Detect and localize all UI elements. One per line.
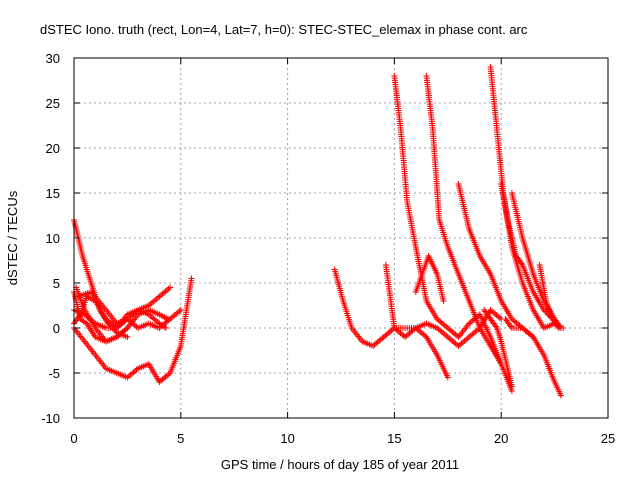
- x-tick-label: 20: [494, 431, 508, 446]
- data-point-plus: [124, 325, 131, 331]
- data-layer: [71, 64, 567, 399]
- data-series-15: [498, 181, 565, 331]
- data-point-plus: [508, 383, 515, 390]
- x-tick-label: 5: [177, 431, 184, 446]
- x-tick-label: 10: [280, 431, 294, 446]
- data-point-plus: [558, 392, 565, 399]
- data-point-plus: [444, 374, 451, 381]
- data-point-plus: [188, 275, 195, 282]
- data-series-13: [455, 181, 537, 340]
- y-tick-label: -10: [41, 411, 60, 426]
- y-axis-label: dSTEC / TECUs: [5, 190, 20, 285]
- data-series-5: [71, 289, 131, 345]
- data-point-plus: [498, 361, 505, 367]
- data-point-plus: [162, 325, 169, 331]
- data-point-plus: [124, 334, 131, 340]
- data-series-18: [481, 307, 515, 390]
- x-axis-label: GPS time / hours of day 185 of year 2011: [221, 457, 459, 472]
- y-tick-label: 10: [46, 231, 60, 246]
- x-tick-label: 15: [387, 431, 401, 446]
- y-tick-label: 15: [46, 186, 60, 201]
- data-series-7: [75, 289, 184, 331]
- y-tick-label: -5: [48, 366, 60, 381]
- y-tick-label: 0: [53, 321, 60, 336]
- chart-title: dSTEC Iono. truth (rect, Lon=4, Lat=7, h…: [40, 22, 528, 37]
- x-tick-label: 25: [601, 431, 615, 446]
- data-point-plus: [167, 284, 174, 291]
- data-series-6: [71, 275, 195, 385]
- data-series-19: [536, 262, 567, 331]
- data-series-11: [423, 73, 505, 367]
- data-point-plus: [560, 325, 567, 331]
- y-tick-label: 20: [46, 141, 60, 156]
- data-point-plus: [440, 298, 447, 304]
- data-point-plus: [177, 307, 184, 313]
- tick-layer: 0 5 10 15 20 25 -10 -5 0 5 10 15 20 25 30: [41, 51, 615, 446]
- y-tick-label: 5: [53, 276, 60, 291]
- y-tick-label: 30: [46, 51, 60, 66]
- data-series-12: [412, 253, 447, 304]
- y-tick-label: 25: [46, 96, 60, 111]
- data-series-17: [502, 316, 565, 399]
- x-tick-label: 0: [70, 431, 77, 446]
